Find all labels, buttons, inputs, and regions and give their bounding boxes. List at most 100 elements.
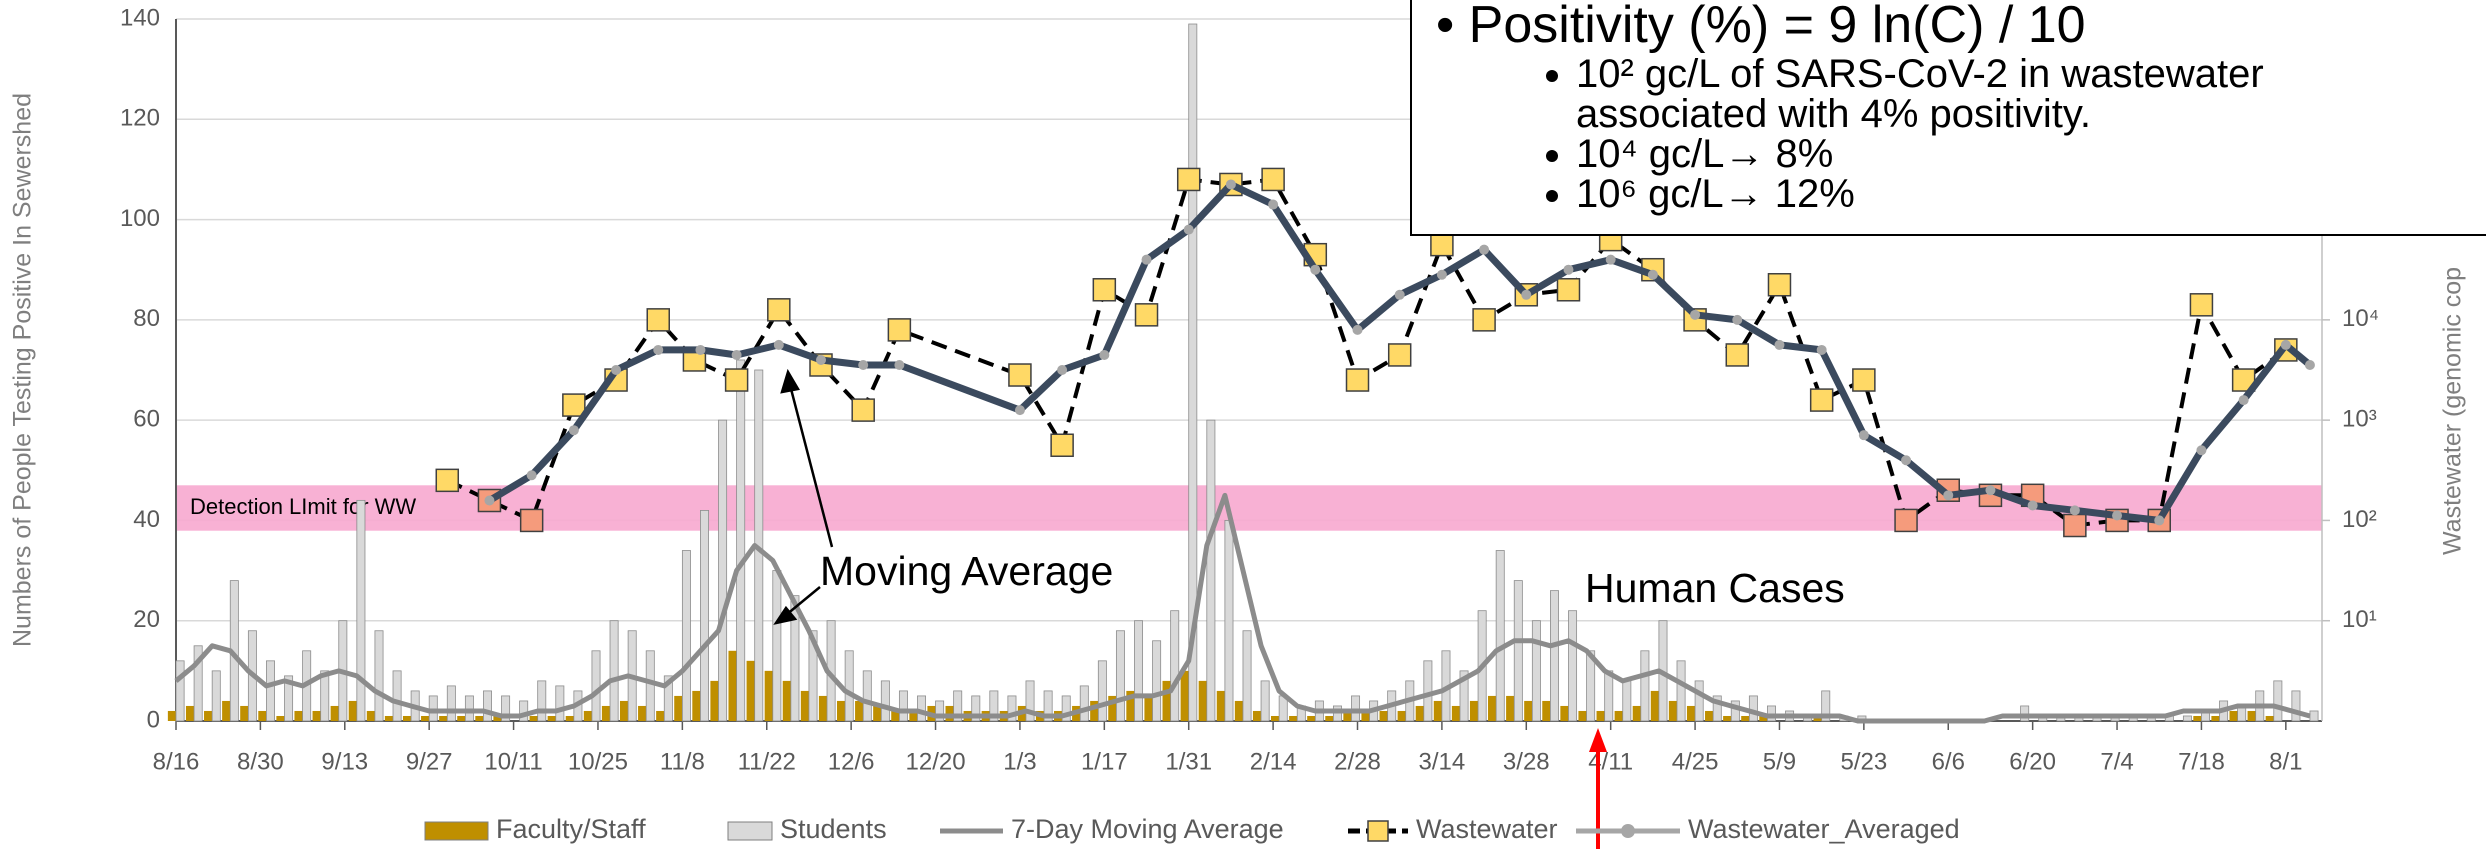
marker — [562, 393, 586, 417]
bar — [1614, 710, 1623, 721]
x-tick-label: 12/20 — [906, 748, 966, 775]
bar — [1271, 715, 1280, 721]
arrow-head — [780, 368, 800, 394]
bar — [1488, 695, 1497, 721]
marker — [773, 339, 784, 350]
bar — [1741, 715, 1750, 721]
bar — [1252, 710, 1262, 721]
marker — [1057, 365, 1068, 376]
bar — [493, 715, 502, 721]
x-tick-label: 2/14 — [1250, 748, 1297, 775]
y-axis-title: Numbers of People Testing Positive In Se… — [9, 93, 37, 647]
bar — [772, 570, 782, 722]
marker — [1774, 339, 1785, 350]
bar — [844, 650, 854, 722]
marker — [1556, 278, 1581, 302]
marker — [1563, 264, 1574, 275]
y2-tick-label: 10³ — [2342, 405, 2377, 432]
bar — [1043, 690, 1053, 722]
bar — [1025, 680, 1035, 722]
bar — [555, 685, 565, 722]
marker — [653, 344, 664, 355]
legend-label: Students — [780, 814, 887, 844]
bar — [1604, 670, 1614, 722]
bar — [790, 595, 800, 722]
marker — [1430, 232, 1454, 257]
marker — [2154, 515, 2165, 526]
bar — [1423, 660, 1433, 722]
bar — [2273, 680, 2283, 722]
marker — [767, 298, 791, 322]
marker — [887, 318, 912, 342]
bar — [222, 700, 231, 721]
bar — [1650, 690, 1659, 721]
bar — [1550, 590, 1559, 722]
legend-label: Faculty/Staff — [496, 814, 646, 844]
bar — [917, 695, 926, 722]
bar — [1206, 419, 1216, 722]
bar — [663, 675, 673, 722]
bar — [204, 710, 213, 721]
bar — [1144, 695, 1153, 721]
legend-swatch — [727, 821, 773, 841]
marker — [1732, 314, 1743, 325]
legend-label: Wastewater — [1416, 814, 1558, 844]
x-tick-label: 12/6 — [828, 748, 875, 775]
bar — [1723, 715, 1732, 721]
legend-label: Wastewater_Averaged — [1688, 814, 1960, 844]
annotation: Moving Average — [820, 548, 1113, 594]
bar — [2182, 715, 2192, 722]
bar — [1686, 705, 1696, 721]
bar — [258, 710, 267, 721]
bar — [185, 705, 195, 721]
bullet: 10⁴ gc/L→ 8% — [1576, 134, 2296, 174]
marker — [1767, 273, 1792, 297]
bar — [330, 705, 339, 721]
bar — [891, 710, 900, 721]
bar — [1459, 670, 1469, 722]
x-tick-label: 8/1 — [2269, 748, 2302, 775]
bar — [1640, 650, 1650, 722]
marker — [1647, 269, 1658, 280]
bar — [1712, 695, 1722, 722]
marker — [2063, 513, 2087, 538]
bar — [718, 419, 728, 722]
bar — [1495, 550, 1505, 722]
y2-tick-label: 10² — [2342, 506, 2377, 533]
bar — [457, 715, 466, 721]
bar — [1216, 690, 1225, 721]
bar — [1596, 710, 1605, 721]
x-tick-label: 4/11 — [1588, 748, 1633, 775]
bar — [945, 705, 954, 721]
x-tick-label: 3/14 — [1419, 748, 1466, 775]
bar — [746, 660, 755, 721]
marker — [1985, 485, 1996, 496]
bar — [1079, 685, 1089, 722]
legend-marker — [1621, 824, 1635, 838]
marker — [1521, 289, 1532, 300]
marker — [646, 308, 670, 332]
bar — [681, 550, 691, 722]
bar — [1162, 680, 1171, 721]
bar — [483, 690, 492, 722]
bar — [366, 710, 375, 721]
marker — [1345, 368, 1370, 392]
bar — [583, 710, 592, 721]
bar — [909, 710, 918, 721]
bar — [529, 715, 538, 721]
y-tick-label: 80 — [133, 305, 160, 332]
bar — [1433, 700, 1442, 721]
x-tick-label: 5/23 — [1841, 748, 1888, 775]
bar — [800, 690, 809, 721]
y-tick-label: 20 — [133, 606, 160, 633]
bar — [320, 670, 330, 722]
y-tick-label: 140 — [120, 4, 160, 31]
bar — [1767, 705, 1776, 722]
bar — [1260, 680, 1270, 722]
y-tick-label: 0 — [147, 706, 160, 733]
bar — [818, 695, 828, 721]
legend-marker — [1367, 820, 1389, 842]
bar — [862, 670, 872, 722]
bar — [638, 705, 647, 721]
marker — [1352, 324, 1363, 335]
